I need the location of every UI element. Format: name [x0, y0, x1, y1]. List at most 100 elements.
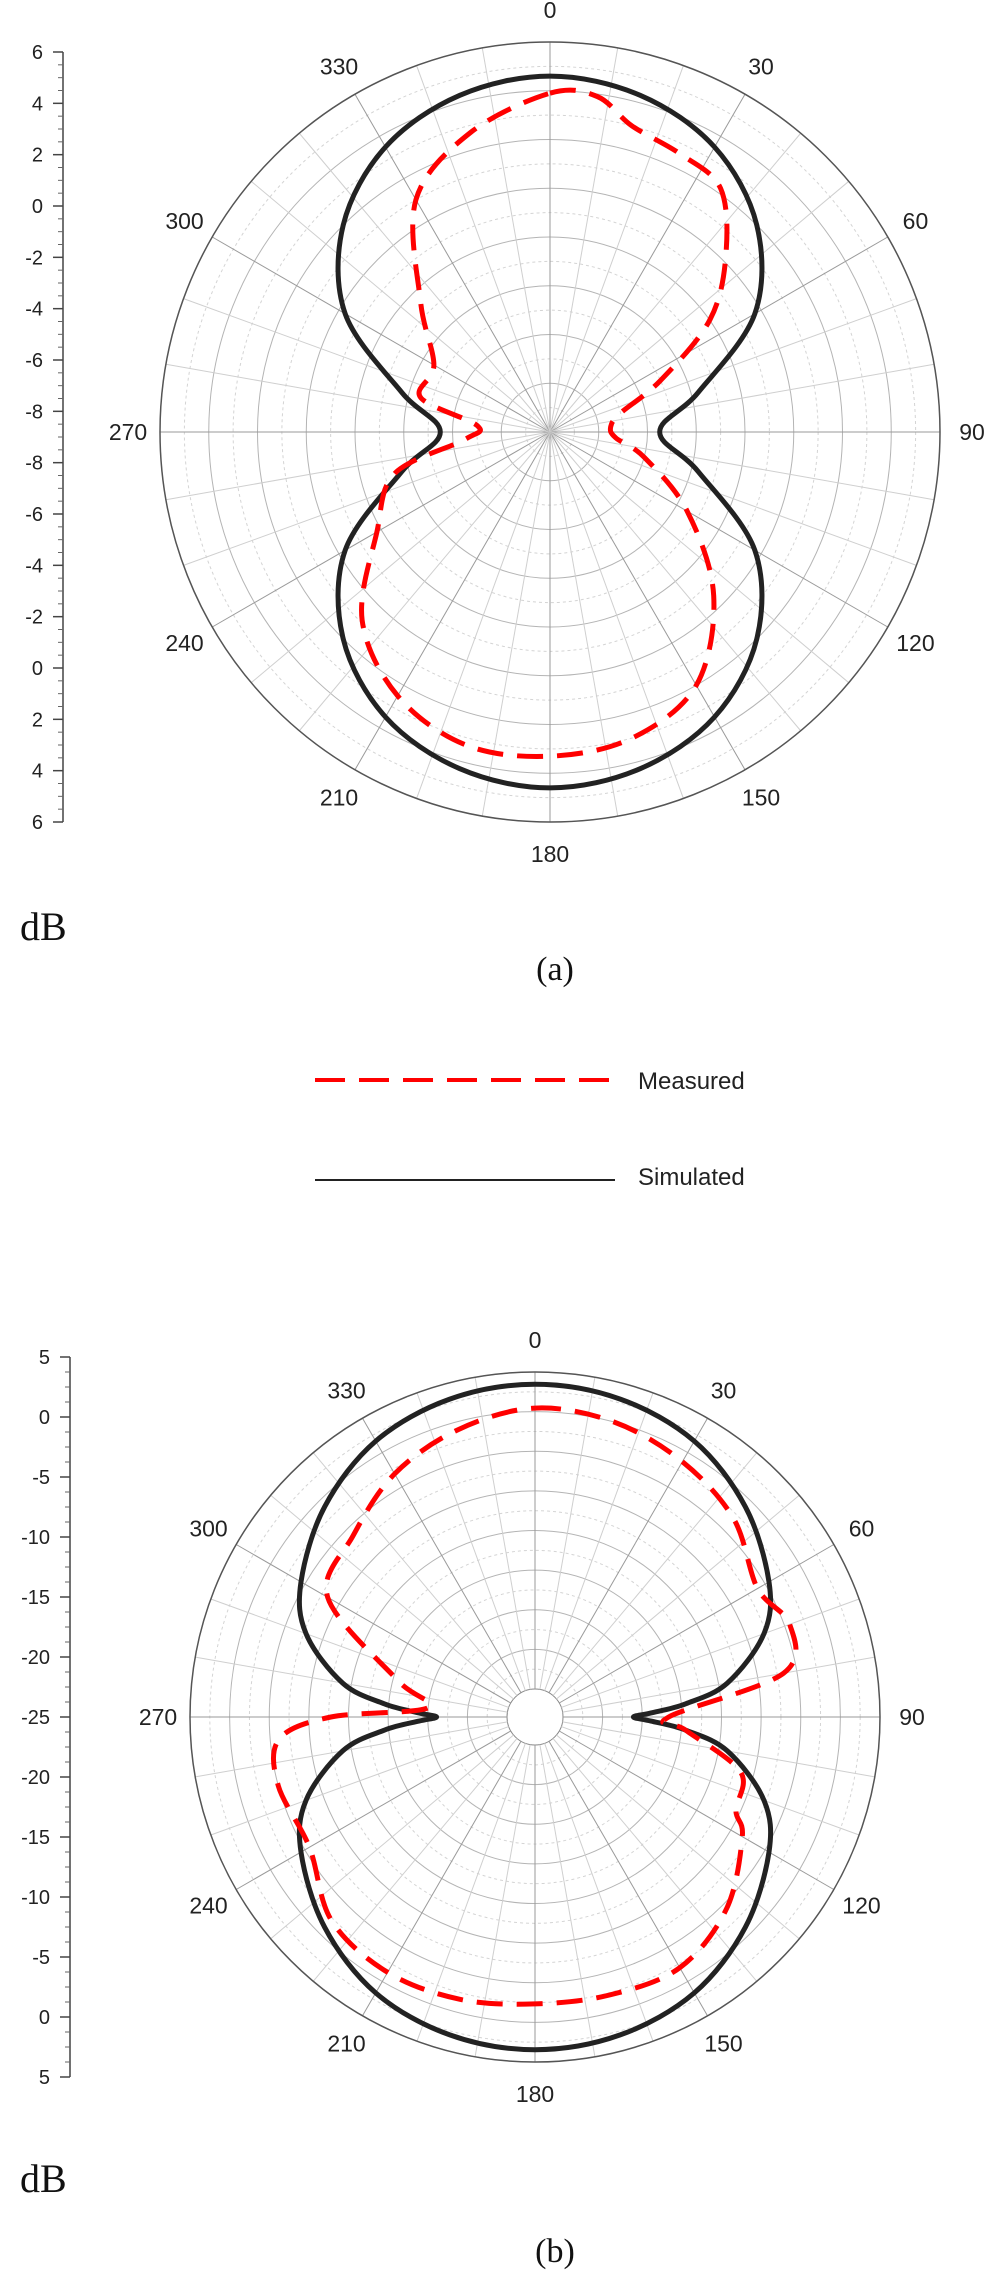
grid-spoke — [561, 1726, 860, 1836]
grid-spoke — [562, 1656, 875, 1713]
radial-tick-label: 2 — [32, 709, 43, 731]
grid-spoke — [549, 431, 802, 732]
grid-spoke — [558, 1544, 835, 1704]
radial-tick-label: -8 — [25, 401, 43, 423]
radial-tick-label: -10 — [21, 1887, 50, 1909]
angle-label-210: 210 — [327, 2030, 365, 2056]
caption-a: (a) — [536, 951, 574, 988]
series-measured-line — [270, 1405, 799, 2007]
radial-tick-label: -4 — [25, 299, 43, 321]
grid-spoke — [354, 94, 551, 433]
grid-spoke — [298, 431, 551, 732]
angle-label-210: 210 — [320, 784, 358, 810]
angle-label-300: 300 — [189, 1516, 227, 1542]
grid-spoke — [195, 1656, 508, 1713]
radial-tick-label: -20 — [21, 1767, 50, 1789]
legend-measured-label: Measured — [638, 1068, 745, 1095]
radial-tick-label: -5 — [32, 1947, 50, 1969]
grid-spoke — [549, 431, 850, 684]
grid-spoke — [549, 298, 917, 433]
grid-spoke — [544, 1743, 654, 2042]
angle-label-120: 120 — [896, 630, 934, 656]
angle-label-60: 60 — [849, 1516, 875, 1542]
grid-spoke — [298, 132, 551, 433]
grid-spoke — [165, 431, 551, 501]
grid-spoke — [561, 1598, 860, 1708]
radial-tick-label: 5 — [39, 1347, 50, 1369]
angle-label-240: 240 — [165, 630, 203, 656]
radial-tick-label: -2 — [25, 247, 43, 269]
grid-spoke — [552, 1452, 758, 1696]
grid-spoke — [548, 1417, 708, 1694]
grid-spoke — [549, 431, 888, 628]
radial-tick-label: -4 — [25, 555, 43, 577]
angle-label-150: 150 — [704, 2030, 742, 2056]
radial-tick-label: -25 — [21, 1707, 50, 1729]
radial-tick-label: 4 — [32, 93, 43, 115]
grid-spoke — [250, 431, 551, 684]
grid-spoke — [544, 1392, 654, 1691]
legend-simulated-label: Simulated — [638, 1164, 745, 1191]
radial-tick-label: 2 — [32, 145, 43, 167]
unit-label-b: dB — [20, 2156, 67, 2201]
grid-spoke — [270, 1734, 514, 1940]
grid-spoke — [165, 363, 551, 433]
grid-spoke — [235, 1730, 512, 1890]
grid-spoke — [549, 431, 684, 799]
angle-label-90: 90 — [899, 1704, 925, 1730]
angle-label-90: 90 — [959, 419, 985, 445]
grid-spoke — [416, 65, 551, 433]
angle-label-330: 330 — [320, 54, 358, 80]
angle-label-0: 0 — [529, 1327, 542, 1353]
radial-tick-label: 0 — [32, 196, 43, 218]
series-simulated-line — [335, 73, 765, 791]
caption-b: (b) — [535, 2233, 575, 2270]
grid-spoke — [549, 65, 684, 433]
angle-label-120: 120 — [842, 1893, 880, 1919]
radial-tick-label: 4 — [32, 761, 43, 783]
radial-tick-label: 5 — [39, 2067, 50, 2089]
grid-spoke — [481, 47, 551, 433]
grid-spoke — [549, 363, 935, 433]
grid-spoke — [250, 180, 551, 433]
radial-tick-label: -2 — [25, 607, 43, 629]
radial-tick-label: -10 — [21, 1527, 50, 1549]
angle-label-300: 300 — [165, 208, 203, 234]
angle-label-30: 30 — [748, 54, 774, 80]
grid-spoke — [235, 1544, 512, 1704]
radial-tick-label: 0 — [39, 2007, 50, 2029]
grid-spoke — [549, 94, 746, 433]
angle-label-240: 240 — [189, 1893, 227, 1919]
radial-tick-label: 6 — [32, 42, 43, 64]
radial-tick-label: 6 — [32, 812, 43, 834]
grid-spoke — [362, 1740, 522, 2017]
angle-label-330: 330 — [327, 1378, 365, 1404]
grid-spoke — [474, 1377, 531, 1690]
grid-spoke — [212, 236, 551, 433]
grid-spoke — [416, 1743, 526, 2042]
radial-tick-label: -5 — [32, 1467, 50, 1489]
polar-chart-b: 0 30 60 90 120 150 180 210 240 270 300 330 5 0 -5 -10 -1… — [21, 1327, 925, 2107]
radial-tick-label: -8 — [25, 453, 43, 475]
radial-tick-label: -6 — [25, 504, 43, 526]
grid-spoke — [362, 1417, 522, 1694]
radial-tick-label: -15 — [21, 1587, 50, 1609]
grid-spoke — [210, 1598, 509, 1708]
grid-spoke — [549, 236, 888, 433]
grid-spoke — [549, 431, 917, 566]
grid-spoke — [548, 1740, 708, 2017]
angle-label-270: 270 — [109, 419, 147, 445]
grid-spoke — [312, 1452, 518, 1696]
inner-circle — [506, 1688, 564, 1746]
grid-spoke — [270, 1494, 514, 1700]
grid-spoke — [312, 1738, 518, 1982]
grid-spoke — [549, 47, 619, 433]
grid-spoke — [212, 431, 551, 628]
grid-spoke — [539, 1377, 596, 1690]
series-simulated-line — [296, 1381, 774, 2053]
angle-label-150: 150 — [742, 784, 780, 810]
radial-tick-label: -20 — [21, 1647, 50, 1669]
grid-spoke — [210, 1726, 509, 1836]
series-measured-line — [359, 87, 730, 759]
outer-circle — [189, 1371, 881, 2063]
